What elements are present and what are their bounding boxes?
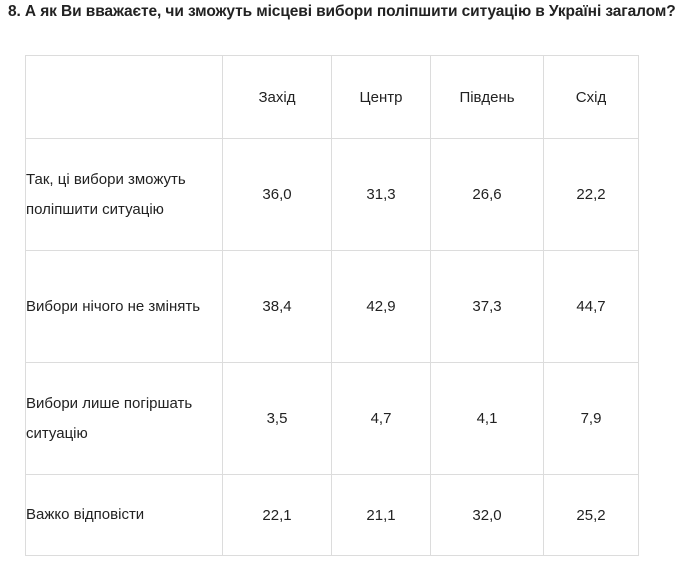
column-header-east: Схід [543, 55, 639, 139]
cell-value: 37,3 [430, 250, 544, 363]
cell-value: 42,9 [331, 250, 431, 363]
cell-value: 21,1 [331, 474, 431, 556]
row-label: Так, ці вибори зможуть поліпшити ситуаці… [25, 138, 223, 251]
table-row: Так, ці вибори зможуть поліпшити ситуаці… [25, 138, 639, 251]
cell-value: 22,2 [543, 138, 639, 251]
cell-value: 25,2 [543, 474, 639, 556]
cell-value: 31,3 [331, 138, 431, 251]
cell-value: 4,1 [430, 362, 544, 475]
cell-value: 36,0 [222, 138, 332, 251]
column-header-west: Захід [222, 55, 332, 139]
results-table: Захід Центр Південь Схід Так, ці вибори … [25, 55, 639, 556]
row-label: Вибори лише погіршать ситуацію [25, 362, 223, 475]
cell-value: 32,0 [430, 474, 544, 556]
table-header-row: Захід Центр Південь Схід [25, 55, 639, 139]
cell-value: 26,6 [430, 138, 544, 251]
table-row: Вибори нічого не змінять 38,4 42,9 37,3 … [25, 250, 639, 363]
row-label: Важко відповісти [25, 474, 223, 556]
header-corner-cell [25, 55, 223, 139]
cell-value: 7,9 [543, 362, 639, 475]
cell-value: 38,4 [222, 250, 332, 363]
row-label: Вибори нічого не змінять [25, 250, 223, 363]
column-header-center: Центр [331, 55, 431, 139]
cell-value: 4,7 [331, 362, 431, 475]
question-title: 8. А як Ви вважаєте, чи зможуть місцеві … [8, 3, 676, 20]
table-row: Вибори лише погіршать ситуацію 3,5 4,7 4… [25, 362, 639, 475]
table-row: Важко відповісти 22,1 21,1 32,0 25,2 [25, 474, 639, 556]
column-header-south: Південь [430, 55, 544, 139]
cell-value: 44,7 [543, 250, 639, 363]
cell-value: 22,1 [222, 474, 332, 556]
cell-value: 3,5 [222, 362, 332, 475]
